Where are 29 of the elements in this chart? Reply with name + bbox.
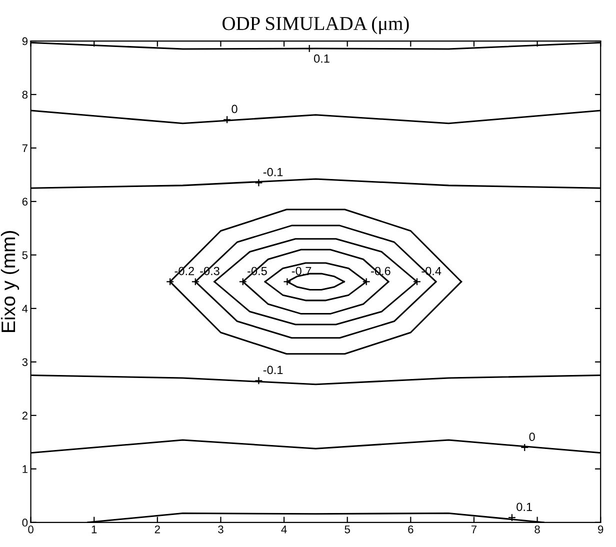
y-tick-label: 8 (22, 90, 28, 99)
y-tick-label: 7 (22, 144, 28, 152)
chart-title: ODP SIMULADA (μm) (222, 16, 409, 34)
y-tick-label: 9 (22, 37, 28, 46)
annotation: -0.1 (263, 366, 283, 374)
y-tick-label: 5 (22, 251, 28, 260)
annotation: 0.1 (516, 502, 532, 512)
y-tick-label: 2 (22, 412, 28, 420)
annotation: -0.7 (292, 266, 312, 276)
x-tick-label: 5 (344, 526, 350, 534)
x-tick-label: 0 (28, 525, 34, 534)
x-tick-label: 2 (154, 525, 160, 534)
x-tick-label: 9 (598, 525, 604, 534)
x-tick-label: 1 (92, 526, 97, 534)
annotation: 0.1 (314, 54, 330, 63)
y-tick-label: 0 (22, 518, 28, 527)
x-tick-label: 6 (408, 525, 414, 534)
y-tick-label: 4 (22, 304, 28, 312)
y-tick-label: 1 (22, 465, 28, 473)
annotation: -0.1 (263, 168, 283, 176)
x-tick-label: 8 (534, 525, 540, 534)
y-axis-title: Eixo y (mm) (0, 231, 20, 332)
annotation: 0 (232, 104, 238, 114)
y-tick-label: 3 (22, 358, 28, 366)
annotation: 0 (529, 432, 535, 442)
x-tick-label: 4 (281, 526, 287, 534)
x-tick-label: 7 (471, 526, 477, 534)
y-tick-label: 6 (22, 198, 28, 206)
x-tick-label: 3 (218, 525, 224, 534)
